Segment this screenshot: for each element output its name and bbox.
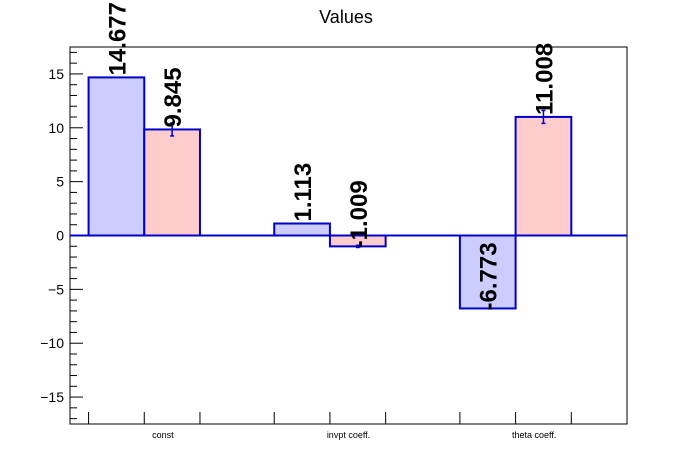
bar-value-label: 11.008 xyxy=(531,43,558,115)
x-tick-label: const xyxy=(152,430,174,440)
bar xyxy=(514,115,573,237)
y-tick-label: −15 xyxy=(40,389,64,405)
bar xyxy=(273,222,331,237)
bar-value-label: 14.677 xyxy=(104,2,131,75)
y-tick-label: −10 xyxy=(40,335,64,351)
y-tick-label: 0 xyxy=(56,228,64,244)
y-tick-label: 10 xyxy=(48,120,64,136)
x-tick-label: invpt coeff. xyxy=(327,430,370,440)
y-tick-label: −5 xyxy=(48,281,64,297)
x-tick-label: theta coeff. xyxy=(512,430,556,440)
bar-value-label: 1.113 xyxy=(290,163,317,222)
bar xyxy=(143,128,201,237)
bar-value-label: -6.773 xyxy=(476,242,503,310)
bar xyxy=(87,76,146,237)
x-axis: const invpt coeff. theta coeff. xyxy=(88,412,572,440)
y-tick-label: 5 xyxy=(56,174,64,190)
value-labels-layer: 14.677 1.113 -6.773 9.845 -1.009 11.008 xyxy=(104,2,558,310)
chart-title: Values xyxy=(319,7,373,27)
y-axis: −15 −10 −5 0 5 10 15 xyxy=(40,51,83,420)
y-tick-label: 15 xyxy=(48,66,64,82)
bar-value-label: 9.845 xyxy=(160,67,187,127)
bar-value-label: -1.009 xyxy=(346,180,373,248)
bars-layer xyxy=(70,76,627,310)
